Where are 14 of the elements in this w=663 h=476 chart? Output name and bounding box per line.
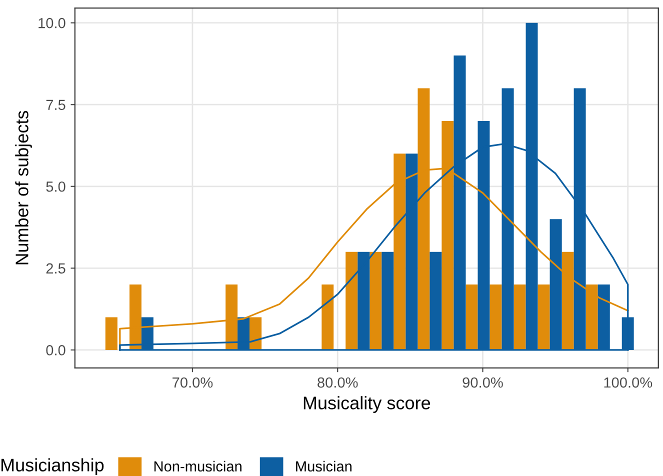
y-tick-label: 10.0	[38, 18, 66, 28]
legend-label: Musician	[296, 460, 352, 472]
y-tick-label: 0.0	[46, 345, 66, 356]
x-axis-title: Musicality score	[304, 396, 430, 413]
y-tick-label: 7.5	[46, 100, 66, 110]
x-tick-label: 70.0%	[172, 377, 213, 388]
y-tick-label: 5.0	[46, 181, 66, 192]
legend-title: Musicianship	[1, 458, 104, 476]
x-tick-label: 100.0%	[604, 377, 652, 388]
x-tick-label: 80.0%	[318, 377, 358, 388]
legend-label: Non-musician	[154, 460, 242, 472]
y-tick-label: 2.5	[46, 263, 66, 274]
y-axis-title: Number of subjects	[15, 110, 32, 264]
x-tick-label: 90.0%	[462, 377, 503, 388]
